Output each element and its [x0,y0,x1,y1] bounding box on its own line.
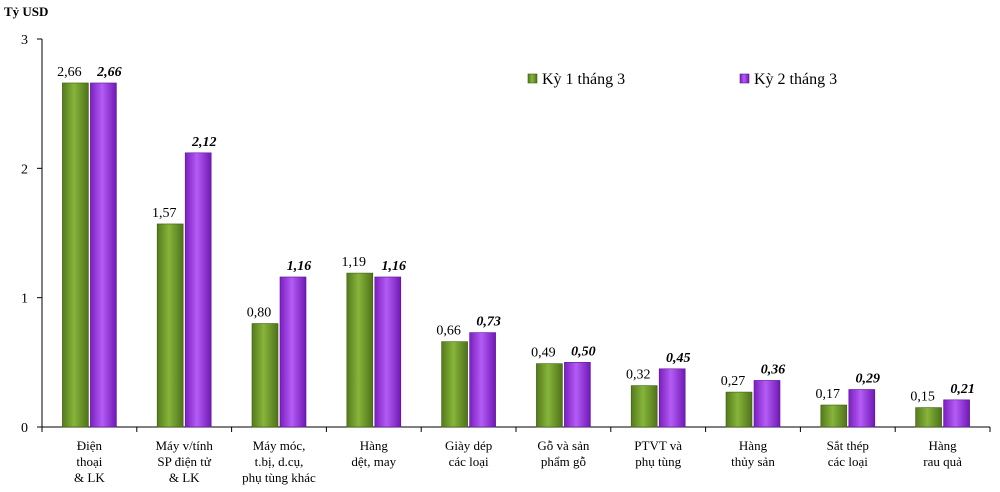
category-label: phẩm gỗ [541,454,586,469]
data-label: 0,50 [571,344,596,359]
data-label: 2,66 [57,65,82,80]
data-label: 1,57 [152,206,177,221]
data-label: 1,19 [342,255,367,270]
category-label: phụ tùng [635,454,681,469]
data-label: 2,12 [191,135,217,150]
category-label: & LK [169,470,200,485]
data-label: 0,21 [950,382,975,397]
bar-ky1 [630,385,658,428]
legend-swatch [739,73,750,84]
category-label: Hàng [929,438,958,453]
category-label: rau quả [923,454,962,469]
data-label: 0,17 [816,387,841,402]
legend: Kỳ 1 tháng 3 Kỳ 2 tháng 3 [527,71,837,88]
category-label: SP điện tử [157,454,211,469]
data-label: 2,66 [96,65,122,80]
data-label: 1,16 [287,259,312,274]
data-label: 0,66 [436,324,461,339]
category-label: Máy móc, [253,438,306,453]
data-label: 0,15 [910,390,935,405]
bar-ky1 [820,404,848,428]
data-label: 0,27 [721,374,746,389]
bar-ky2 [658,368,686,428]
category-label: phụ tùng khác [242,470,316,485]
category-label: Hàng [360,438,389,453]
bar-ky2 [90,82,117,428]
bar-ky2 [184,152,212,428]
bar-ky1 [62,82,89,428]
y-tick-label: 0 [21,421,28,436]
data-label: 0,49 [531,346,556,361]
category-label: PTVT và [634,438,682,453]
data-label: 0,29 [856,371,881,386]
y-tick-label: 3 [21,33,28,48]
category-label: các loại [828,454,868,469]
y-axis-title: Tỷ USD [4,4,48,19]
legend-swatch [527,73,538,84]
bar-ky1 [915,407,942,428]
category-label: Sắt thép [827,438,869,453]
bar-ky1 [156,223,184,428]
bar-ky2 [469,332,496,428]
y-tick-label: 2 [21,162,28,177]
bar-ky2 [564,362,591,428]
bar-ky1 [725,391,753,428]
legend-label: Kỳ 2 tháng 3 [754,71,837,88]
category-label: các loại [449,454,489,469]
data-label: 0,45 [666,351,691,366]
bar-ky1 [536,363,563,428]
category-label: Gỗ và sản [537,438,589,453]
bar-ky1 [441,341,468,428]
data-label: 0,36 [761,362,786,377]
category-label: thoại [76,454,102,469]
category-label: Hàng [739,438,768,453]
bar-ky2 [374,276,402,428]
category-label: Giày dép [445,438,492,453]
data-label: 0,32 [626,368,651,383]
bar-ky2 [848,389,876,428]
category-label: Máy v/tính [155,438,213,453]
y-tick-label: 1 [21,292,28,307]
category-label: dệt, may [351,454,396,469]
bar-ky2 [753,380,781,428]
data-label: 0,80 [247,306,272,321]
bar-ky2 [279,276,307,428]
bar-ky1 [346,272,374,428]
bar-ky1 [251,323,279,428]
bar-ky2 [943,399,970,428]
category-label: & LK [74,470,105,485]
category-label: thủy sản [731,454,775,469]
data-label: 1,16 [382,259,407,274]
data-label: 0,73 [476,315,501,330]
category-label: Điện [77,438,103,453]
category-label: t.bị, d.cụ, [255,454,304,469]
legend-label: Kỳ 1 tháng 3 [542,71,625,88]
